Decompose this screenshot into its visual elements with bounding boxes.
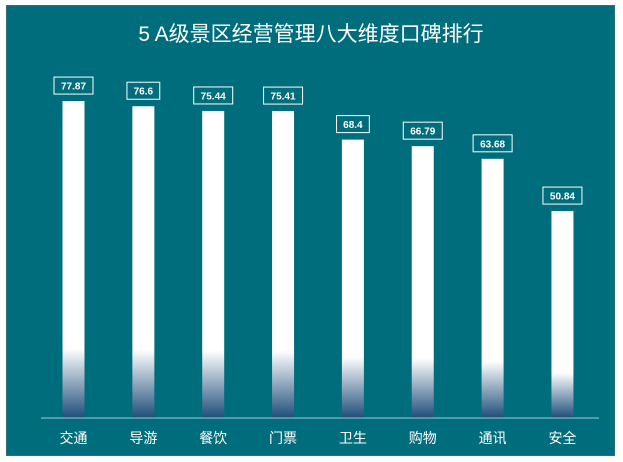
- bar-4: [272, 111, 295, 418]
- data-label-box-1: [53, 76, 94, 95]
- data-label-box-6: [402, 121, 443, 140]
- bar-6: [411, 146, 434, 418]
- data-label-7: 63.68: [480, 139, 505, 150]
- bar-5: [341, 139, 364, 418]
- data-label-2: 76.6: [134, 87, 154, 98]
- data-label-1: 77.87: [61, 82, 86, 93]
- data-label-box-5: [336, 115, 370, 134]
- data-label-box-8: [542, 186, 583, 205]
- category-label-4: 门票: [269, 430, 297, 446]
- data-label-box-2: [126, 81, 161, 100]
- data-label-3: 75.44: [201, 91, 226, 102]
- category-label-5: 卫生: [339, 430, 367, 446]
- category-labels: 交通 导游 餐饮 门票 卫生 购物 通讯 安全: [60, 430, 577, 446]
- bar-8: [551, 211, 574, 418]
- data-label-box-3: [193, 86, 234, 105]
- bar-chart: 5 A级景区经营管理八大维度口碑排行 77.87 76.6 75.44 75.41 68…: [41, 23, 599, 446]
- bar-2: [132, 106, 155, 418]
- data-label-box-7: [472, 134, 513, 153]
- data-label-8: 50.84: [550, 192, 575, 203]
- category-label-2: 导游: [129, 430, 157, 446]
- data-label-6: 66.79: [410, 127, 435, 138]
- bar-1: [62, 101, 85, 419]
- category-label-6: 购物: [409, 430, 437, 446]
- chart-title: 5 A级景区经营管理八大维度口碑排行: [138, 23, 483, 46]
- data-label-box-4: [263, 86, 304, 105]
- bar-3: [202, 110, 225, 418]
- data-label-5: 68.4: [343, 120, 363, 131]
- category-label-7: 通讯: [479, 430, 507, 446]
- bar-7: [481, 158, 504, 419]
- category-label-8: 安全: [548, 430, 576, 446]
- chart-area: 5 A级景区经营管理八大维度口碑排行 77.87 76.6 75.44 75.41 68…: [6, 5, 615, 456]
- category-label-3: 餐饮: [199, 430, 227, 446]
- bar-group: 77.87 76.6 75.44 75.41 68.4 66.79 63.68 50.84: [53, 76, 583, 419]
- category-label-1: 交通: [60, 430, 88, 446]
- data-label-4: 75.41: [271, 92, 296, 103]
